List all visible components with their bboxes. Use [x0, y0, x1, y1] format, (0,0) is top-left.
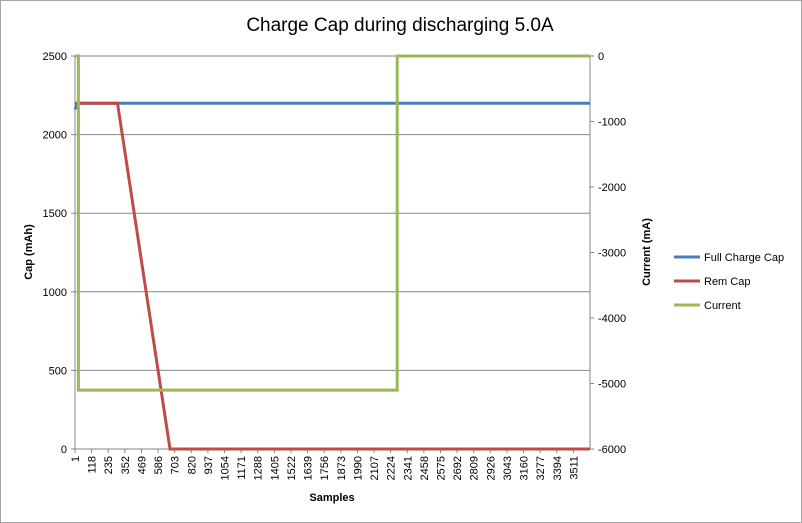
- y-tick-label: 1500: [43, 208, 67, 220]
- x-tick-label: 2341: [402, 456, 414, 480]
- x-tick-label: 3277: [535, 456, 547, 480]
- series-line-current: [75, 54, 590, 392]
- x-tick-label: 352: [120, 456, 132, 474]
- x-tick-label: 1171: [236, 456, 248, 480]
- x-tick-label: 1: [70, 456, 82, 462]
- x-tick-label: 2458: [419, 456, 431, 480]
- x-tick-label: 937: [203, 456, 215, 474]
- x-tick-label: 1522: [286, 456, 298, 480]
- x-tick-label: 820: [186, 456, 198, 474]
- x-tick-label: 703: [170, 456, 182, 474]
- y2-tick-label: -3000: [598, 248, 626, 260]
- y2-tick-label: -5000: [598, 379, 626, 391]
- x-tick-label: 3160: [519, 456, 531, 480]
- y-tick-label: 0: [61, 444, 67, 456]
- x-tick-label: 118: [87, 456, 99, 474]
- y2-tick-label: -6000: [598, 444, 626, 456]
- x-tick-label: 2926: [485, 456, 497, 480]
- y2-tick-label: 0: [598, 51, 604, 63]
- legend: Full Charge Cap Rem Cap Current: [674, 252, 784, 312]
- legend-label-current: Current: [704, 300, 741, 312]
- legend-label-full-charge-cap: Full Charge Cap: [704, 252, 784, 264]
- x-tick-label: 1405: [269, 456, 281, 480]
- x-tick-label: 2692: [452, 456, 464, 480]
- x-tick-label: 1639: [303, 456, 315, 480]
- x-tick-label: 3043: [502, 456, 514, 480]
- y-tick-label: 500: [49, 365, 67, 377]
- x-tick-label: 2575: [435, 456, 447, 480]
- chart-title: Charge Cap during discharging 5.0A: [246, 15, 554, 36]
- y-axis-label: Cap (mAh): [23, 224, 35, 280]
- x-tick-label: 586: [153, 456, 165, 474]
- y2-axis-label: Current (mA): [641, 218, 653, 286]
- x-tick-label: 3511: [568, 456, 580, 480]
- x-axis-ticks: 1 118 235 352 469 586 703 820 937 1054 1171 1288 140…: [70, 449, 580, 480]
- x-tick-label: 2107: [369, 456, 381, 480]
- x-tick-label: 1054: [220, 456, 232, 480]
- x-tick-label: 3394: [552, 456, 564, 480]
- series-line-rem-cap: [75, 101, 590, 451]
- y2-tick-label: -2000: [598, 182, 626, 194]
- legend-label-rem-cap: Rem Cap: [704, 276, 750, 288]
- x-tick-label: 2224: [386, 456, 398, 480]
- x-tick-label: 1873: [336, 456, 348, 480]
- series-lines: [73, 54, 590, 451]
- x-tick-label: 469: [136, 456, 148, 474]
- y-tick-label: 2000: [43, 130, 67, 142]
- y2-tick-label: -4000: [598, 313, 626, 325]
- x-tick-label: 1756: [319, 456, 331, 480]
- y2-axis-ticks: -6000 -5000 -4000 -3000 -2000 -1000 0: [590, 51, 626, 456]
- y-tick-label: 2500: [43, 51, 67, 63]
- y-tick-label: 1000: [43, 287, 67, 299]
- x-tick-label: 235: [103, 456, 115, 474]
- x-tick-label: 1288: [253, 456, 265, 480]
- y2-tick-label: -1000: [598, 117, 626, 129]
- y-axis-ticks: 0 500 1000 1500 2000 2500: [43, 51, 75, 456]
- x-tick-label: 1990: [352, 456, 364, 480]
- x-axis-label: Samples: [309, 492, 354, 504]
- x-tick-label: 2809: [469, 456, 481, 480]
